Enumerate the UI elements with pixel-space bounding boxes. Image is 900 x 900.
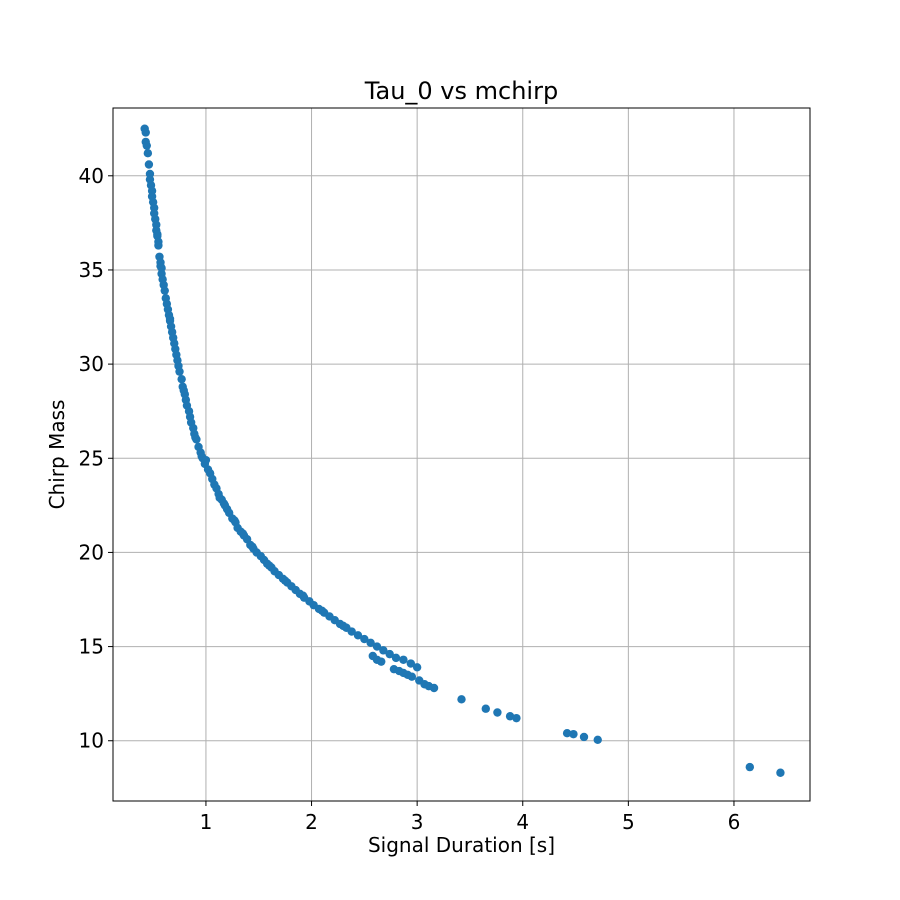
scatter-point <box>160 286 169 295</box>
scatter-point <box>406 659 416 668</box>
x-tick-label: 4 <box>516 810 529 834</box>
scatter-point <box>407 672 417 681</box>
scatter-point <box>238 529 248 538</box>
scatter-point <box>745 762 755 772</box>
scatter-point <box>385 649 394 659</box>
scatter-point <box>248 542 257 551</box>
y-tick-label: 30 <box>79 352 104 376</box>
scatter-point <box>366 638 375 648</box>
y-tick-label: 10 <box>79 729 104 753</box>
scatter-point <box>776 768 785 777</box>
scatter-point <box>141 128 150 137</box>
y-axis-label: Chirp Mass <box>45 400 69 510</box>
x-tick-label: 1 <box>200 810 213 834</box>
scatter-point <box>481 704 490 713</box>
scatter-point <box>215 493 224 503</box>
y-tick-label: 15 <box>79 635 104 659</box>
scatter-point <box>230 516 239 525</box>
scatter-point <box>429 683 439 693</box>
scatter-point <box>579 732 589 742</box>
scatter-point <box>156 261 165 271</box>
scatter-point <box>457 695 466 704</box>
ticks-layer: 1 2 3 4 5 6 10 15 20 25 30 35 40 <box>79 164 741 834</box>
x-tick-label: 3 <box>411 810 424 834</box>
scatter-point <box>399 655 408 664</box>
scatter-point <box>201 455 211 465</box>
scatter-point <box>179 386 188 395</box>
scatter-point <box>412 663 422 672</box>
points-layer <box>140 124 785 777</box>
x-axis-label: Signal Duration [s] <box>368 833 555 857</box>
scatter-point <box>153 229 162 239</box>
scatter-point <box>379 646 388 655</box>
scatter-point <box>220 501 230 510</box>
chart-title: Tau_0 vs mchirp <box>364 77 558 105</box>
y-tick-label: 25 <box>79 446 104 470</box>
scatter-point <box>154 241 163 250</box>
y-tick-label: 40 <box>79 164 104 188</box>
scatter-point <box>562 729 572 738</box>
scatter-point <box>593 735 602 744</box>
scatter-point <box>144 160 154 169</box>
scatter-point <box>142 141 151 150</box>
x-tick-label: 6 <box>728 810 741 834</box>
scatter-point <box>377 657 386 666</box>
x-tick-label: 2 <box>305 810 318 834</box>
y-tick-label: 20 <box>79 540 104 564</box>
scatter-point <box>265 561 274 570</box>
scatter-point <box>177 374 186 384</box>
scatter-point <box>569 729 578 739</box>
scatter-point <box>391 653 401 663</box>
scatter-point <box>372 642 382 651</box>
grid-layer <box>113 108 810 801</box>
scatter-point <box>191 433 200 442</box>
scatter-point <box>317 606 327 616</box>
scatter-point <box>512 713 521 723</box>
scatter-point <box>175 367 184 376</box>
scatter-point <box>360 634 369 644</box>
y-tick-label: 35 <box>79 258 104 282</box>
scatter-point <box>143 148 153 158</box>
scatter-point <box>298 591 308 600</box>
scatter-point <box>505 712 515 721</box>
x-tick-label: 5 <box>622 810 635 834</box>
scatter-point <box>339 621 348 631</box>
scatter-point <box>280 576 290 585</box>
scatter-point <box>347 627 356 636</box>
scatter-point <box>493 708 502 717</box>
scatter-point <box>353 631 363 640</box>
plot-frame <box>112 107 811 802</box>
scatter-point <box>165 314 175 324</box>
